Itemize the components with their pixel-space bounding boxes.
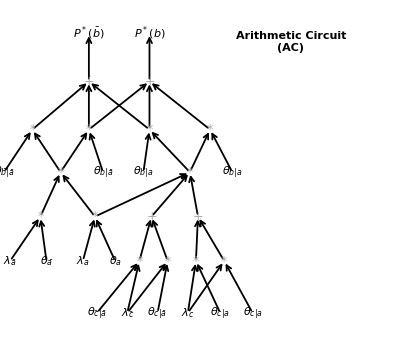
Text: Arithmetic Circuit
(AC): Arithmetic Circuit (AC): [236, 31, 346, 53]
Text: $\lambda_{\bar{a}}$: $\lambda_{\bar{a}}$: [3, 254, 17, 268]
Text: $\theta_{b|a}$: $\theta_{b|a}$: [222, 164, 243, 180]
Text: *: *: [86, 123, 92, 136]
Text: $\theta_{c|\bar{a}}$: $\theta_{c|\bar{a}}$: [147, 305, 168, 321]
Text: $\theta_{\bar{c}|\bar{a}}$: $\theta_{\bar{c}|\bar{a}}$: [87, 305, 107, 321]
Text: *: *: [193, 254, 199, 268]
Text: *: *: [37, 210, 44, 223]
Text: $P^*(b)$: $P^*(b)$: [134, 24, 165, 42]
Text: *: *: [92, 210, 98, 223]
Text: *: *: [136, 254, 143, 268]
Text: $\theta_{b|\bar{a}}$: $\theta_{b|\bar{a}}$: [93, 164, 114, 180]
Text: *: *: [164, 254, 171, 268]
Text: $\theta_{c|a}$: $\theta_{c|a}$: [242, 305, 263, 321]
Text: *: *: [221, 254, 227, 268]
Text: $\theta_{\bar{b}|\bar{a}}$: $\theta_{\bar{b}|\bar{a}}$: [0, 164, 15, 180]
Text: $\theta_{\bar{a}}$: $\theta_{\bar{a}}$: [40, 254, 53, 268]
Text: *: *: [29, 123, 36, 136]
Text: *: *: [207, 123, 213, 136]
Text: $\theta_{\bar{b}|a}$: $\theta_{\bar{b}|a}$: [133, 164, 154, 180]
Text: *: *: [146, 123, 153, 136]
Text: *: *: [187, 166, 193, 179]
Text: $P^*(\bar{b})$: $P^*(\bar{b})$: [73, 25, 105, 42]
Text: $\theta_{\bar{c}|a}$: $\theta_{\bar{c}|a}$: [210, 305, 230, 321]
Text: +: +: [144, 75, 155, 88]
Text: $\lambda_{a}$: $\lambda_{a}$: [76, 254, 89, 268]
Text: *: *: [57, 166, 64, 179]
Text: +: +: [146, 210, 157, 223]
Text: $\lambda_c$: $\lambda_c$: [181, 306, 194, 320]
Text: +: +: [84, 75, 94, 88]
Text: $\theta_{a}$: $\theta_{a}$: [109, 254, 122, 268]
Text: $\lambda_{\bar{c}}$: $\lambda_{\bar{c}}$: [121, 306, 134, 320]
Text: +: +: [193, 210, 203, 223]
